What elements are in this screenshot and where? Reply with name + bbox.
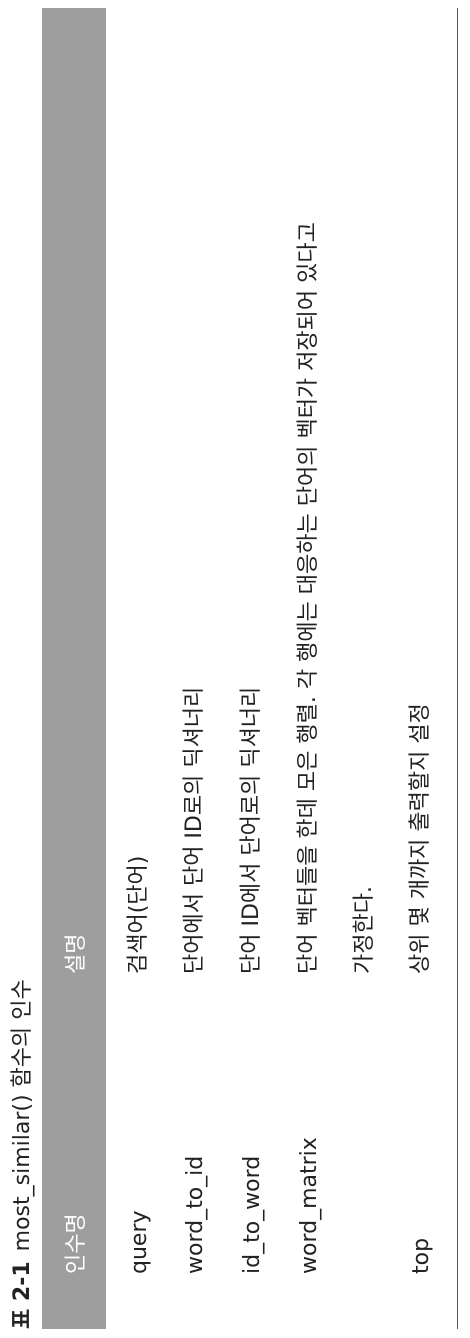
table-number: 표 2-1 <box>10 1261 35 1329</box>
argument-description-line-1: 단어 벡터들을 한데 모은 행렬. 각 행에는 대응하는 단어의 벡터가 저장되… <box>296 222 321 974</box>
argument-name: query <box>127 1210 152 1274</box>
argument-name: id_to_word <box>240 1155 265 1274</box>
header-description: 설명 <box>64 933 89 974</box>
table-title: most_similar() 함수의 인수 <box>10 979 35 1252</box>
header-argument-name: 인수명 <box>64 1213 89 1274</box>
argument-name: word_matrix <box>297 1137 322 1274</box>
argument-name: word_to_id <box>183 1155 208 1274</box>
argument-name: top <box>409 1237 434 1274</box>
argument-description: 상위 몇 개까지 출력할지 설정 <box>408 703 433 974</box>
argument-description: 단어에서 단어 ID로의 딕셔너리 <box>182 686 207 974</box>
argument-description: 검색어(단어) <box>126 855 151 974</box>
table-header: 인수명 설명 <box>42 8 106 1329</box>
table-bottom-rule <box>457 8 458 1329</box>
argument-description-line-2: 가정한다. <box>352 886 377 974</box>
argument-description: 단어 ID에서 단어로의 딕셔너리 <box>239 686 264 974</box>
table-caption: 표 2-1 most_similar() 함수의 인수 <box>4 979 36 1329</box>
